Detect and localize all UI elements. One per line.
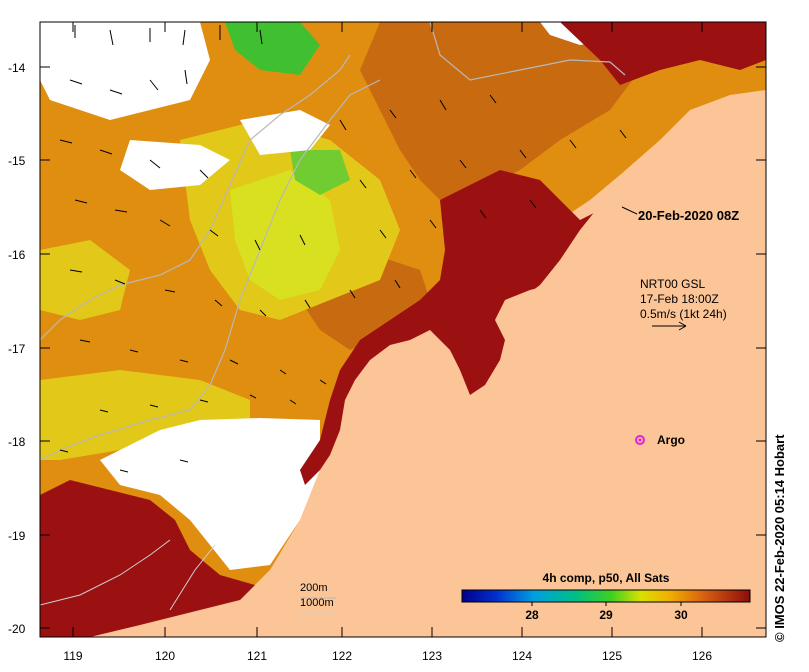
lon-tick-label: 122 [332, 649, 352, 663]
lat-tick-label: -15 [8, 154, 26, 168]
lat-tick-label: -17 [8, 342, 26, 356]
lat-ticks [40, 66, 766, 629]
sst-cold-patch [290, 150, 350, 195]
colorbar-tick-label: 30 [674, 608, 688, 622]
map-frame [39, 21, 767, 638]
sst-hot-coastal [560, 22, 766, 85]
sst-warm-patch [360, 22, 640, 200]
colorbar-tick-label: 28 [525, 608, 539, 622]
lat-tick-label: -18 [8, 435, 26, 449]
isobath-1000-label: 1000m [300, 597, 334, 609]
current-scale-label: 0.5m/s (1kt 24h) [640, 307, 727, 321]
isobath-1000m [40, 79, 381, 461]
lat-tick-label: -19 [8, 529, 26, 543]
sst-hot-south [40, 480, 255, 637]
lon-tick-label: 121 [247, 649, 267, 663]
lat-tick-label: -14 [8, 61, 26, 75]
sst-cold-patch [225, 22, 320, 75]
lat-tick-label: -20 [8, 622, 26, 636]
lon-tick-label: 126 [692, 649, 712, 663]
isobath-200m [429, 22, 626, 81]
lon-ticks [72, 22, 703, 637]
cloud-mask [40, 22, 210, 120]
sst-cool-patch [40, 240, 130, 320]
cloud-mask [120, 140, 230, 190]
timestamp-pointer [621, 206, 638, 215]
isobath-1000m [169, 544, 216, 611]
current-vectors [59, 25, 627, 473]
credit-label: © IMOS 22-Feb-2020 05:14 Hobart [772, 434, 787, 642]
cloud-mask [100, 418, 320, 570]
colorbar-title: 4h comp, p50, All Sats [543, 571, 670, 585]
argo-label: Argo [657, 433, 685, 447]
colorbar [461, 589, 751, 603]
lon-tick-label: 123 [422, 649, 442, 663]
colorbar-tick-label: 29 [599, 608, 613, 622]
isobath-1000m [40, 539, 171, 606]
lon-tick-label: 125 [602, 649, 622, 663]
current-time-label: 17-Feb 18:00Z [640, 292, 719, 306]
lon-tick-label: 120 [155, 649, 175, 663]
current-source-label: NRT00 GSL [640, 277, 705, 291]
timestamp-label: 20-Feb-2020 08Z [638, 208, 739, 223]
sst-cool-patch [230, 170, 340, 300]
current-scale-arrow [652, 321, 687, 331]
colorbar-ticks [531, 602, 682, 606]
cloud-mask [240, 110, 330, 155]
lon-tick-label: 124 [512, 649, 532, 663]
argo-marker [635, 435, 645, 445]
isobath-200-label: 200m [300, 582, 328, 594]
lon-tick-label: 119 [63, 649, 82, 663]
land-area [200, 95, 766, 637]
lat-tick-label: -16 [8, 248, 26, 262]
